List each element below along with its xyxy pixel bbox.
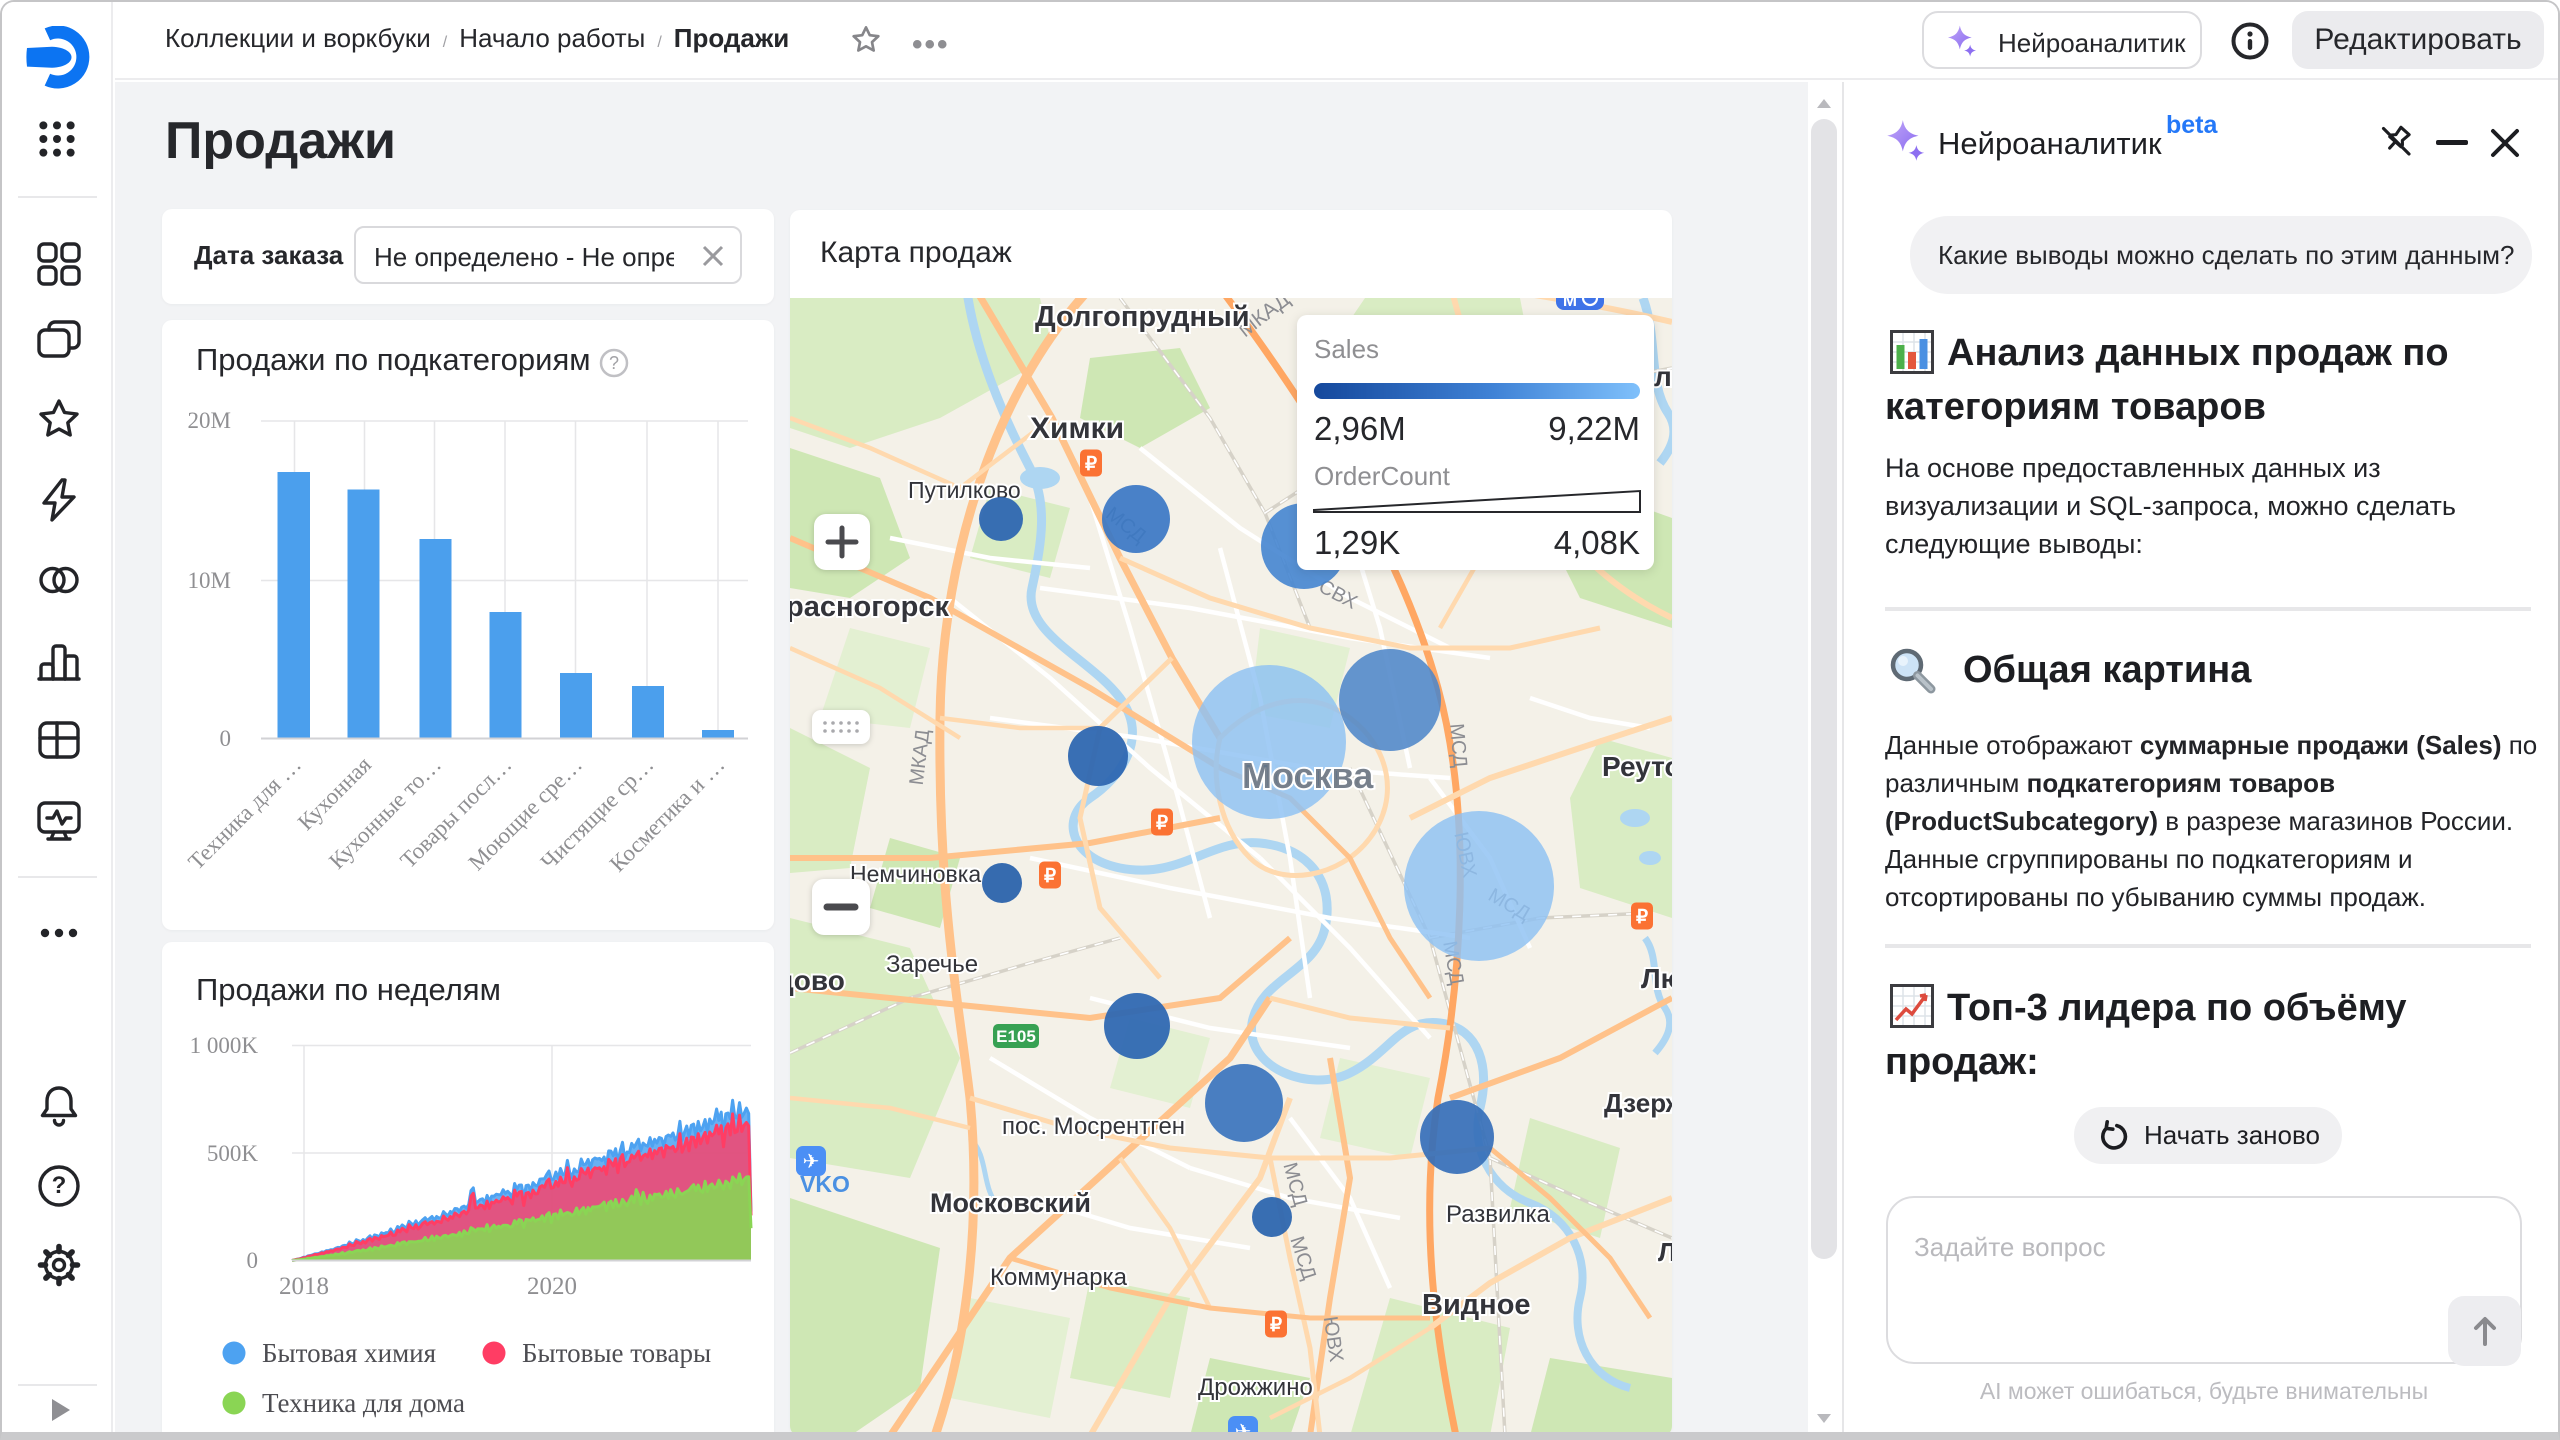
svg-text:Долгопрудный: Долгопрудный bbox=[1035, 301, 1250, 333]
svg-text:Заречье: Заречье bbox=[886, 951, 978, 978]
svg-text:₽: ₽ bbox=[1044, 866, 1056, 887]
svg-text:2,96M: 2,96M bbox=[1314, 410, 1406, 447]
svg-text:Бытовая химия: Бытовая химия bbox=[262, 1338, 436, 1368]
svg-text:✈: ✈ bbox=[803, 1151, 820, 1173]
svg-text:9,22M: 9,22M bbox=[1548, 410, 1640, 447]
svg-text:500K: 500K bbox=[207, 1141, 259, 1166]
svg-text:пос. Мосрентген: пос. Мосрентген bbox=[1002, 1113, 1185, 1140]
svg-text:1,29K: 1,29K bbox=[1314, 524, 1400, 561]
svg-text:₽: ₽ bbox=[1156, 813, 1168, 834]
svg-text:Реуто: Реуто bbox=[1602, 751, 1672, 782]
svg-text:Е105: Е105 bbox=[996, 1027, 1036, 1046]
svg-text:VKO: VKO bbox=[800, 1171, 850, 1197]
svg-text:Техника для дома: Техника для дома bbox=[262, 1388, 465, 1418]
svg-text:0: 0 bbox=[220, 726, 232, 751]
svg-text:₽: ₽ bbox=[1636, 907, 1648, 928]
svg-text:10M: 10M bbox=[188, 568, 231, 593]
svg-text:₽: ₽ bbox=[1270, 1315, 1282, 1336]
svg-text:2020: 2020 bbox=[527, 1273, 577, 1300]
svg-text:Техника для …: Техника для … bbox=[183, 752, 306, 875]
svg-text:Дзержинс: Дзержинс bbox=[1604, 1088, 1672, 1118]
svg-text:Московский: Московский bbox=[930, 1188, 1091, 1218]
svg-text:расногорск: расногорск bbox=[790, 591, 949, 623]
svg-text:?: ? bbox=[609, 353, 619, 373]
svg-text:Дрожжино: Дрожжино bbox=[1198, 1374, 1313, 1401]
svg-text:Люб: Люб bbox=[1641, 963, 1672, 994]
svg-text:Москва: Москва bbox=[1242, 755, 1374, 796]
svg-text:Sales: Sales bbox=[1314, 334, 1379, 364]
svg-text:Химки: Химки bbox=[1030, 412, 1124, 445]
svg-text:4,08K: 4,08K bbox=[1554, 524, 1640, 561]
svg-text:2018: 2018 bbox=[279, 1273, 329, 1300]
svg-text:✈: ✈ bbox=[1235, 1421, 1252, 1436]
svg-text:Ль: Ль bbox=[1658, 1237, 1672, 1267]
svg-text:дово: дово bbox=[790, 965, 845, 996]
svg-text:₽: ₽ bbox=[1085, 454, 1097, 475]
svg-text:МСД: МСД bbox=[1445, 722, 1471, 768]
svg-text:Коммунарка: Коммунарка bbox=[990, 1264, 1128, 1291]
svg-text:1 000K: 1 000K bbox=[190, 1033, 259, 1058]
svg-text:л: л bbox=[1654, 361, 1672, 392]
svg-text:OrderCount: OrderCount bbox=[1314, 461, 1451, 491]
svg-text:Развилка: Развилка bbox=[1446, 1201, 1550, 1228]
svg-text:Бытовые товары: Бытовые товары bbox=[522, 1338, 711, 1368]
svg-text:?: ? bbox=[52, 1172, 67, 1199]
svg-text:М: М bbox=[1563, 298, 1577, 310]
svg-text:20M: 20M bbox=[188, 408, 231, 433]
svg-text:Видное: Видное bbox=[1422, 1289, 1531, 1321]
svg-text:0: 0 bbox=[247, 1248, 259, 1273]
svg-text:Немчиновка: Немчиновка bbox=[850, 861, 981, 887]
